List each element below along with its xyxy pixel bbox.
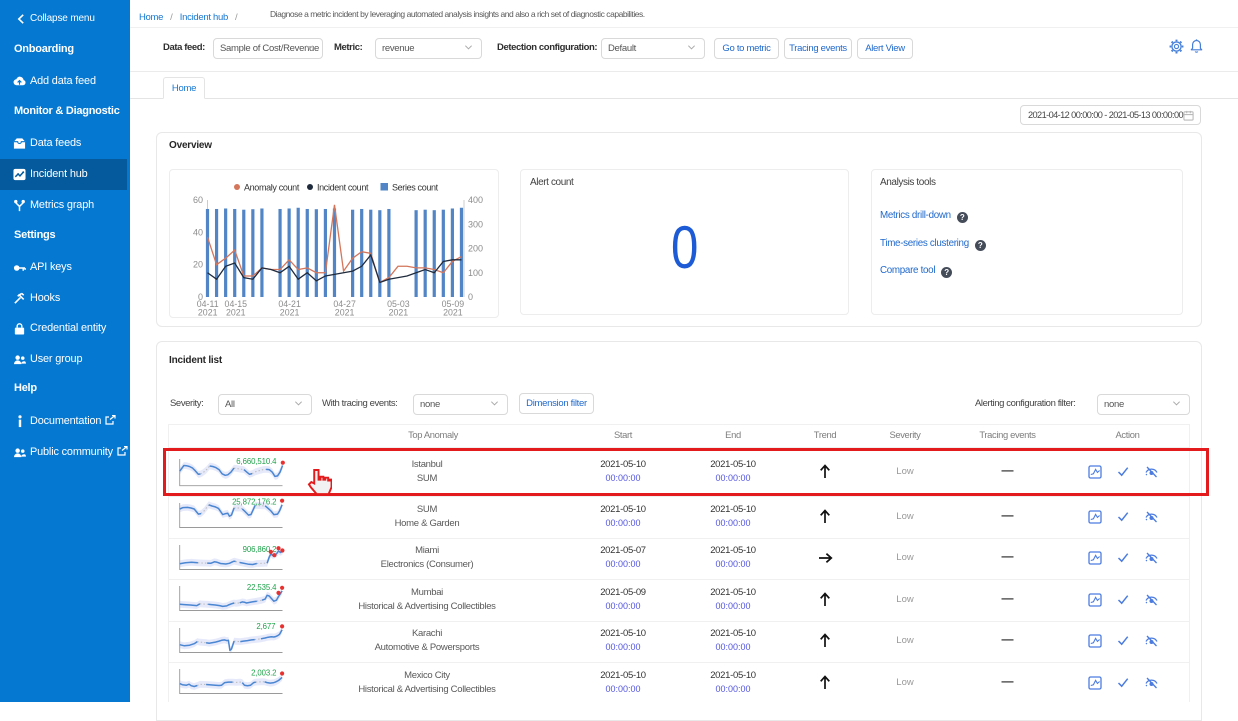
svg-text:04-21: 04-21: [278, 299, 301, 309]
svg-text:Anomaly count: Anomaly count: [244, 183, 300, 193]
svg-text:0: 0: [198, 292, 203, 302]
svg-text:200: 200: [468, 244, 483, 254]
svg-text:400: 400: [468, 195, 483, 205]
svg-text:04-15: 04-15: [225, 299, 248, 309]
svg-text:40: 40: [193, 227, 203, 237]
svg-text:100: 100: [468, 268, 483, 278]
svg-text:0: 0: [468, 292, 473, 302]
svg-text:2021: 2021: [198, 308, 218, 318]
svg-text:2021: 2021: [389, 308, 409, 318]
svg-text:2,003.2: 2,003.2: [251, 669, 276, 678]
svg-text:Series count: Series count: [392, 183, 439, 193]
svg-text:04-27: 04-27: [333, 299, 356, 309]
svg-text:04-11: 04-11: [197, 299, 219, 309]
svg-text:2021: 2021: [280, 308, 300, 318]
svg-text:25,872,176.2: 25,872,176.2: [232, 498, 276, 507]
svg-text:2021: 2021: [226, 308, 246, 318]
svg-text:300: 300: [468, 219, 483, 229]
svg-text:Incident count: Incident count: [317, 183, 369, 193]
svg-text:2021: 2021: [443, 308, 463, 318]
svg-text:22,535.4: 22,535.4: [247, 583, 277, 592]
svg-text:6,660,510.4: 6,660,510.4: [236, 457, 277, 466]
svg-text:906,860.2: 906,860.2: [243, 545, 277, 554]
svg-text:60: 60: [193, 195, 203, 205]
svg-text:20: 20: [193, 260, 203, 270]
svg-text:05-09: 05-09: [442, 299, 465, 309]
svg-text:05-03: 05-03: [387, 299, 410, 309]
svg-text:2,677: 2,677: [256, 623, 275, 631]
svg-text:2021: 2021: [335, 308, 355, 318]
